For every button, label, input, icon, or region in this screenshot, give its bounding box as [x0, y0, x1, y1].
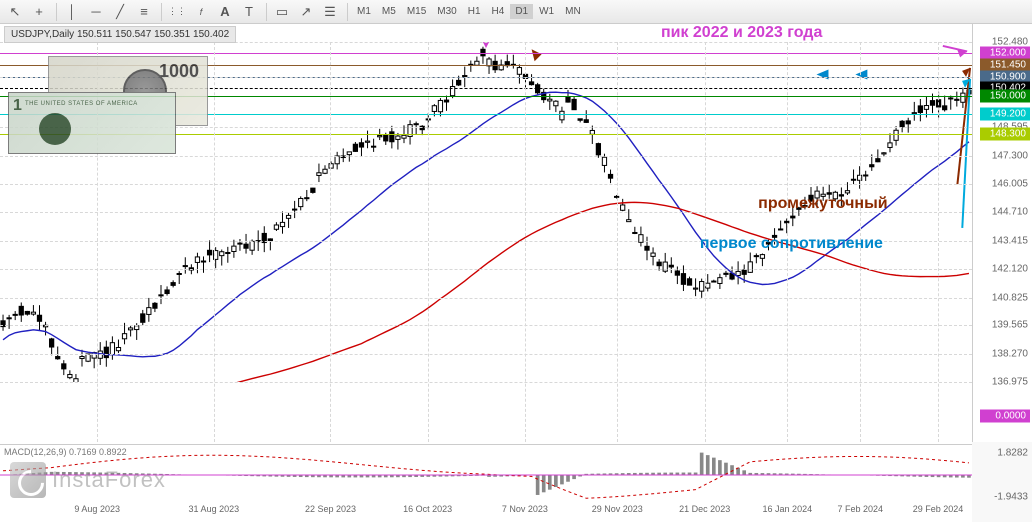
time-label: 29 Feb 2024	[913, 504, 964, 514]
price-tag: 149.200	[980, 107, 1030, 120]
price-tick: 142.120	[992, 264, 1028, 275]
time-label: 29 Nov 2023	[592, 504, 643, 514]
grid-line	[0, 269, 972, 270]
price-tag: 151.450	[980, 58, 1030, 71]
price-tick: 138.270	[992, 348, 1028, 359]
label-tool[interactable]: T	[238, 2, 260, 22]
level-line	[0, 53, 972, 54]
grid-line	[0, 325, 972, 326]
cursor-tool[interactable]: ↖	[4, 2, 26, 22]
timeframe-H4[interactable]: H4	[487, 4, 510, 19]
grid-line	[0, 298, 972, 299]
app-container: ↖ + │ ─ ╱ ≡ ⋮⋮ f A T ▭ ↗ ☰ M1M5M15M30H1H…	[0, 0, 1032, 522]
dollar-note: 1 THE UNITED STATES OF AMERICA	[8, 92, 176, 154]
trendline-tool[interactable]: ╱	[109, 2, 131, 22]
separator	[266, 3, 267, 21]
timeframe-M5[interactable]: M5	[377, 4, 401, 19]
dollar-seal	[39, 113, 71, 145]
instaforex-text: InstaForex	[52, 467, 166, 493]
grid-line-v	[428, 42, 429, 442]
timeframe-D1[interactable]: D1	[510, 4, 533, 19]
macd-zero-tag: 0.0000	[980, 410, 1030, 423]
instaforex-logo-icon	[10, 462, 46, 498]
dollar-denomination: 1	[13, 97, 22, 115]
timeframe-MN[interactable]: MN	[560, 4, 586, 19]
fibfan-tool[interactable]: f	[190, 2, 212, 22]
macd-tick-low: -1.9433	[994, 492, 1028, 503]
annotation-first-resistance: первое сопротивление	[700, 235, 883, 253]
macd-tick-high: 1.8282	[997, 448, 1028, 459]
grid-line-v	[330, 42, 331, 442]
time-label: 16 Oct 2023	[403, 504, 452, 514]
price-axis: 152.480150.900148.595147.300146.005144.7…	[972, 24, 1032, 442]
price-tick: 140.825	[992, 292, 1028, 303]
grid-line	[0, 382, 972, 383]
timeframe-M30[interactable]: M30	[432, 4, 461, 19]
time-label: 21 Dec 2023	[679, 504, 730, 514]
objects-tool[interactable]: ☰	[319, 2, 341, 22]
time-label: 7 Nov 2023	[502, 504, 548, 514]
arrows-tool[interactable]: ↗	[295, 2, 317, 22]
yen-denomination: 1000	[159, 61, 199, 82]
price-tick: 147.300	[992, 150, 1028, 161]
separator	[161, 3, 162, 21]
separator	[347, 3, 348, 21]
hline-tool[interactable]: ─	[85, 2, 107, 22]
instaforex-branding: InstaForex	[10, 462, 166, 498]
time-axis: 9 Aug 2023 31 Aug 2023 22 Sep 2023 16 Oct 2…	[0, 504, 912, 520]
dollar-text: THE UNITED STATES OF AMERICA	[25, 101, 138, 107]
timeframe-buttons: M1M5M15M30H1H4D1W1MN	[352, 4, 587, 19]
symbol-info-bar: USDJPY,Daily 150.511 150.547 150.351 150…	[4, 26, 236, 43]
toolbar: ↖ + │ ─ ╱ ≡ ⋮⋮ f A T ▭ ↗ ☰ M1M5M15M30H1H…	[0, 0, 1032, 24]
crosshair-tool[interactable]: +	[28, 2, 50, 22]
price-tick: 143.415	[992, 235, 1028, 246]
time-label: 16 Jan 2024	[763, 504, 813, 514]
timeframe-M1[interactable]: M1	[352, 4, 376, 19]
grid-line	[0, 354, 972, 355]
ohlc-low: 150.351	[154, 29, 190, 40]
ohlc-high: 150.547	[115, 29, 151, 40]
price-tick: 136.975	[992, 377, 1028, 388]
price-tick: 146.005	[992, 178, 1028, 189]
time-label: 22 Sep 2023	[305, 504, 356, 514]
timeframe-M15[interactable]: M15	[402, 4, 431, 19]
price-tag: 148.300	[980, 127, 1030, 140]
time-label: 31 Aug 2023	[189, 504, 240, 514]
timeframe-H1[interactable]: H1	[463, 4, 486, 19]
grid-line-v	[938, 42, 939, 442]
price-tag: 152.000	[980, 46, 1030, 59]
symbol-name: USDJPY,Daily	[11, 29, 74, 40]
price-tick: 139.565	[992, 320, 1028, 331]
fib-tool[interactable]: ⋮⋮	[166, 2, 188, 22]
time-label: 9 Aug 2023	[74, 504, 120, 514]
annotation-peak: пик 2022 и 2023 года	[661, 24, 822, 42]
grid-line-v	[525, 42, 526, 442]
annotation-intermediate: промежуточный	[758, 195, 887, 213]
grid-line	[0, 184, 972, 185]
grid-line-v	[617, 42, 618, 442]
price-tick: 144.710	[992, 207, 1028, 218]
ohlc-open: 150.511	[77, 29, 112, 40]
currency-watermark: 1000 1 THE UNITED STATES OF AMERICA	[8, 56, 218, 156]
ohlc-close: 150.402	[193, 29, 229, 40]
shapes-tool[interactable]: ▭	[271, 2, 293, 22]
price-tag: 150.000	[980, 90, 1030, 103]
text-tool[interactable]: A	[214, 2, 236, 22]
separator	[56, 3, 57, 21]
chart-area[interactable]: USDJPY,Daily 150.511 150.547 150.351 150…	[0, 24, 972, 522]
time-label: 7 Feb 2024	[837, 504, 883, 514]
vline-tool[interactable]: │	[61, 2, 83, 22]
timeframe-W1[interactable]: W1	[534, 4, 559, 19]
channel-tool[interactable]: ≡	[133, 2, 155, 22]
